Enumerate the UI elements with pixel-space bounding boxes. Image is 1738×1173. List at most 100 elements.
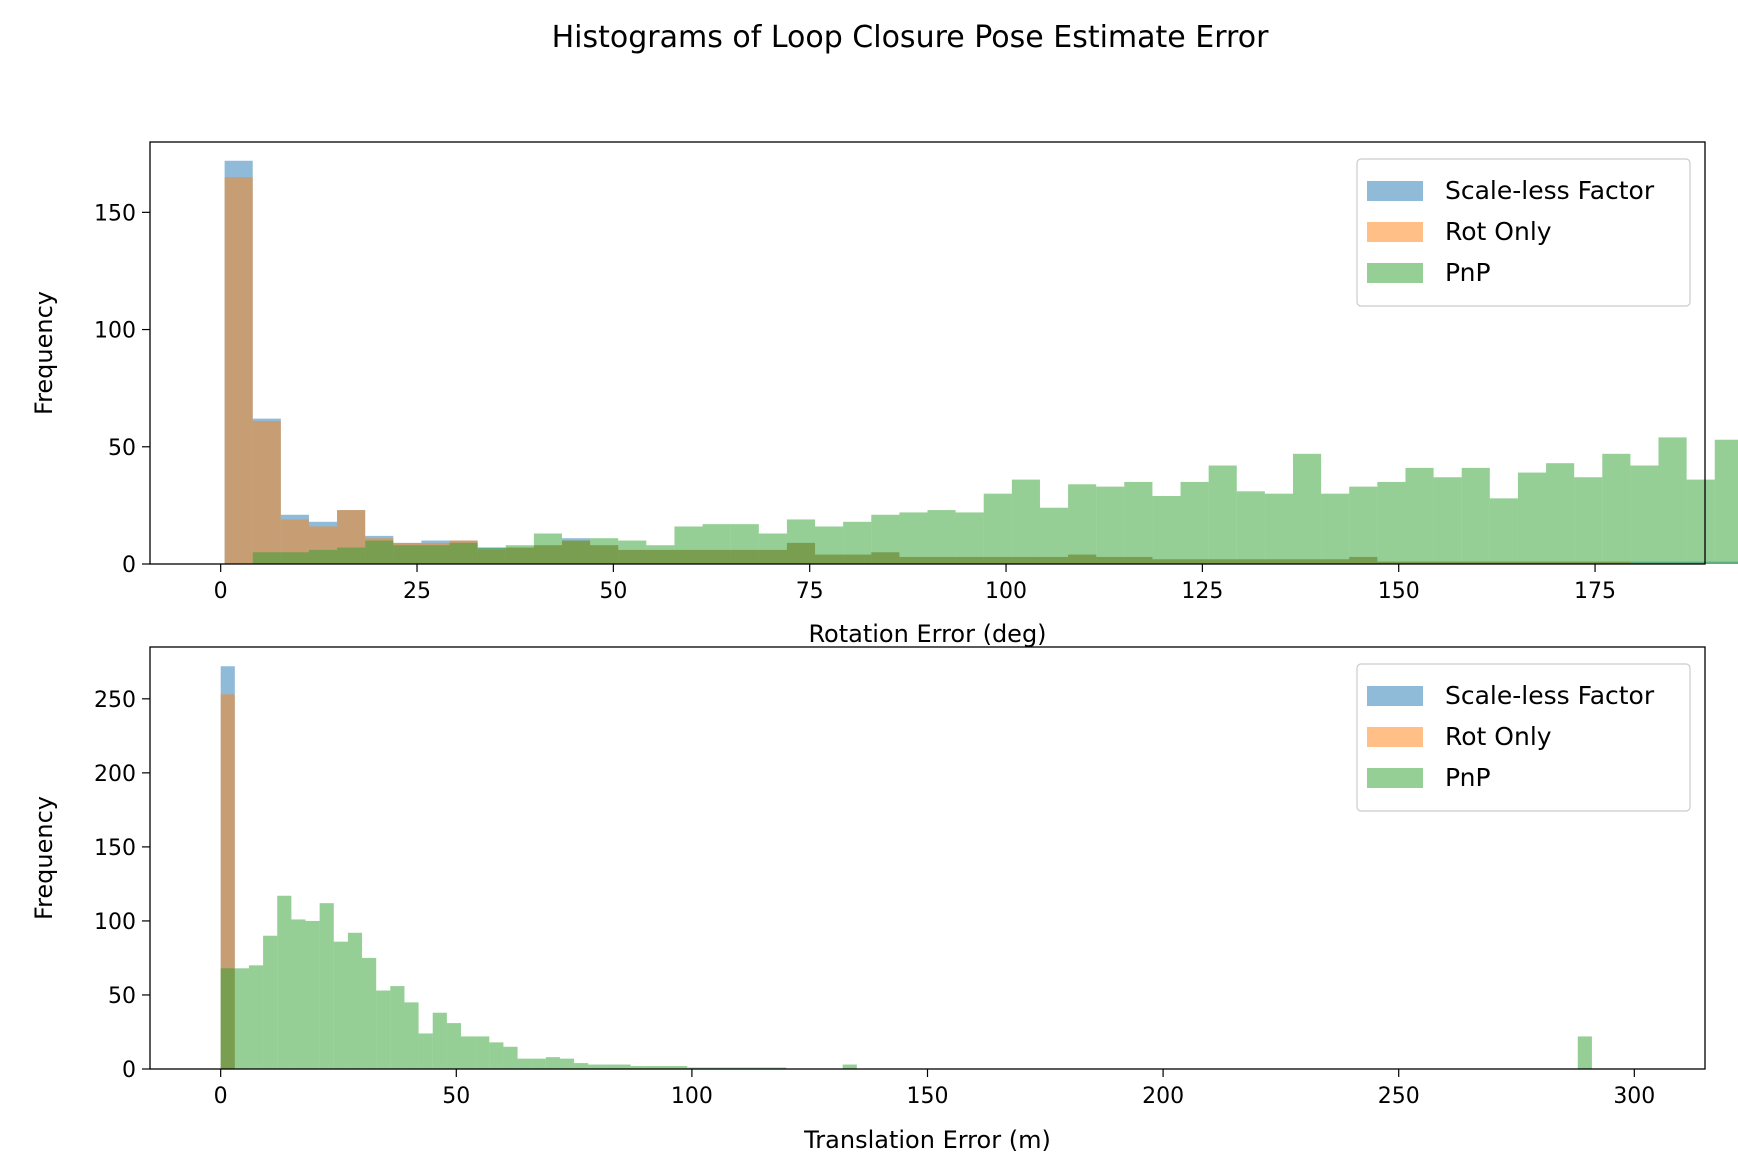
legend-swatch — [1367, 263, 1423, 283]
x-tick-label: 0 — [214, 579, 228, 604]
histogram-bar — [1180, 481, 1209, 564]
histogram-bar — [630, 1066, 645, 1069]
histogram-bar — [702, 524, 731, 564]
histogram-bar — [1630, 465, 1659, 564]
histogram-bar — [1686, 479, 1715, 564]
histogram-bar — [475, 1036, 490, 1069]
histogram-bar — [842, 1064, 857, 1069]
y-tick-label: 50 — [108, 984, 136, 1009]
histogram-bar — [1039, 507, 1069, 564]
x-tick-label: 300 — [1613, 1084, 1655, 1109]
histogram-bar — [646, 545, 675, 564]
histogram-bar — [1405, 467, 1434, 564]
histogram-bar — [421, 545, 450, 564]
histogram-bar — [644, 1066, 659, 1069]
x-tick-label: 125 — [1181, 579, 1223, 604]
legend-label: Rot Only — [1445, 217, 1552, 246]
histogram-bar — [574, 1063, 589, 1069]
x-tick-label: 100 — [671, 1084, 713, 1109]
x-tick-label: 150 — [1378, 579, 1420, 604]
y-tick-label: 0 — [122, 553, 136, 578]
legend-swatch — [1367, 686, 1423, 706]
histogram-bar — [1011, 479, 1040, 564]
bars — [224, 160, 1738, 565]
histogram-bar — [461, 1036, 476, 1069]
x-axis-label: Translation Error (m) — [803, 1126, 1051, 1154]
x-tick-label: 50 — [442, 1084, 470, 1109]
translation-error-histogram: 0 50 100 150 200 250 300 0 50 100 150 200 250 Transla… — [30, 646, 1706, 1154]
histogram-bar — [503, 1046, 518, 1069]
histogram-bar — [815, 526, 844, 564]
axes-frame — [149, 141, 1706, 565]
histogram-bar — [715, 1067, 730, 1069]
histogram-bar — [983, 493, 1012, 564]
histogram-bar — [1574, 477, 1603, 564]
histogram-bar — [758, 533, 787, 564]
legend-label: PnP — [1445, 258, 1491, 287]
legend-label: Scale-less Factor — [1445, 681, 1655, 710]
histogram-bar — [658, 1066, 674, 1069]
histogram-bar — [871, 514, 900, 564]
histogram-bar — [337, 547, 366, 564]
histogram-bar — [545, 1057, 560, 1069]
histogram-bar — [559, 1058, 575, 1069]
histogram-bar — [277, 895, 292, 1069]
histogram-bar — [786, 519, 816, 564]
rotation-error-histogram: 0 25 50 75 100 125 150 175 0 50 100 150 Rotation Err… — [30, 141, 1738, 648]
histogram-bar — [390, 986, 405, 1069]
histogram-bar — [477, 547, 506, 564]
histogram-bar — [446, 1023, 461, 1069]
histogram-bar — [1577, 1036, 1592, 1069]
legend-label: Scale-less Factor — [1445, 176, 1655, 205]
histogram-bar — [376, 990, 391, 1069]
histogram-bar — [927, 510, 956, 564]
histogram-bar — [588, 1064, 603, 1069]
y-tick-label: 100 — [94, 319, 136, 344]
histogram-bar — [602, 1064, 617, 1069]
histogram-bar — [333, 941, 348, 1069]
histogram-bar — [365, 540, 394, 564]
histogram-bar — [616, 1064, 631, 1069]
legend-box — [1356, 158, 1691, 307]
y-tick-label: 250 — [94, 688, 136, 713]
histogram-bar — [347, 932, 363, 1069]
histogram-bar — [280, 552, 309, 564]
x-axis-label: Rotation Error (deg) — [808, 620, 1046, 648]
legend-box — [1356, 663, 1691, 812]
histogram-bar — [432, 1012, 447, 1069]
histogram-bar — [1489, 498, 1518, 564]
histogram-bar — [743, 1067, 758, 1069]
histogram-bar — [393, 545, 422, 564]
histogram-bar — [533, 533, 562, 564]
y-axis-label: Frequency — [30, 291, 58, 415]
histogram-bar — [843, 521, 872, 564]
histogram-bar — [687, 1067, 702, 1069]
histogram-bar — [562, 540, 591, 564]
histogram-bar — [252, 420, 281, 564]
histogram-bar — [1208, 465, 1237, 564]
histogram-bar — [531, 1058, 546, 1069]
histogram-bar — [305, 920, 320, 1069]
histogram-bar — [757, 1067, 772, 1069]
legend-swatch — [1367, 727, 1423, 747]
histogram-bar — [449, 542, 478, 564]
histogram-bar — [1236, 491, 1265, 564]
histogram-bar — [517, 1058, 532, 1069]
histogram-bar — [590, 538, 619, 564]
histogram-bar — [1433, 477, 1462, 564]
y-tick-label: 50 — [108, 436, 136, 461]
histogram-bar — [1068, 484, 1097, 564]
histogram-bar — [319, 903, 334, 1069]
histogram-bar — [362, 957, 377, 1069]
series-pnp — [252, 437, 1738, 564]
histogram-bar — [701, 1067, 716, 1069]
histogram-bar — [1517, 472, 1547, 564]
histogram-bar — [1461, 467, 1490, 564]
histogram-bar — [730, 524, 759, 564]
series-pnp — [220, 895, 1592, 1069]
histogram-bar — [1321, 493, 1350, 564]
histogram-bar — [1293, 453, 1322, 564]
y-tick-label: 200 — [94, 762, 136, 787]
x-tick-label: 0 — [214, 1084, 228, 1109]
